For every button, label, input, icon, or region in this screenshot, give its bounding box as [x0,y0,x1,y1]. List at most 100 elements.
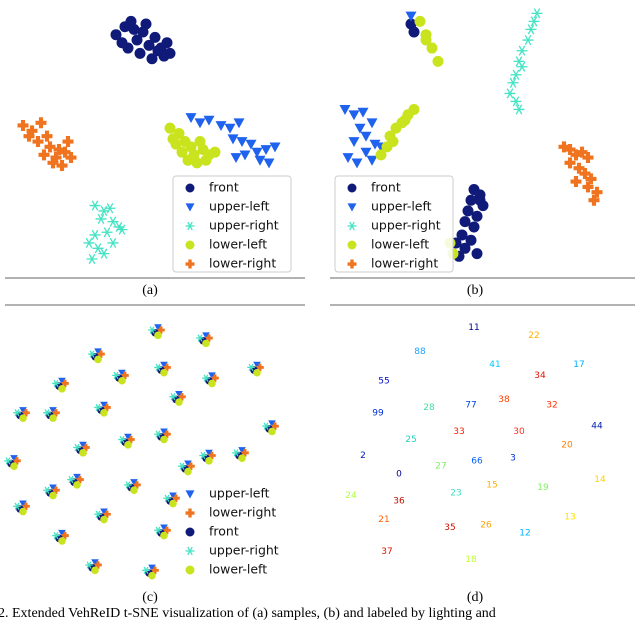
point [154,363,162,372]
point [49,414,57,422]
point [420,34,432,46]
point [107,237,119,249]
point [107,216,119,227]
legend-marker [185,203,195,212]
point [172,494,180,503]
point [342,153,354,164]
point [200,154,212,166]
legend-marker [185,508,195,518]
point [254,155,266,166]
point-label: 34 [534,371,546,381]
point [564,144,576,156]
point [169,499,177,508]
point [245,139,257,150]
point [582,181,594,193]
point [178,462,186,470]
point-label: 21 [378,515,389,525]
point [104,203,116,214]
point-label: 15 [486,480,497,490]
point-label: 33 [453,427,464,437]
point [256,363,264,372]
point [387,136,399,147]
point [52,531,60,540]
point [582,152,594,164]
point-label: 23 [450,488,461,498]
point [149,31,161,43]
point [522,34,534,46]
point [233,118,245,129]
point [504,88,516,99]
legend-box [172,175,292,273]
legend-label: upper-right [371,218,441,233]
point [510,96,522,107]
point [191,157,203,169]
point [202,339,210,348]
point [471,210,483,222]
point-label: 26 [480,520,492,530]
point [175,398,183,406]
point [465,194,477,206]
point [591,186,603,198]
point [169,393,177,401]
point-label: 24 [345,491,357,501]
point [468,221,480,233]
point [116,224,128,235]
point [61,531,69,540]
point [205,457,213,465]
point [23,130,35,142]
point [161,37,173,49]
point-label: 22 [528,331,539,341]
point [269,142,281,153]
legend-marker [347,183,357,193]
point [558,141,570,153]
point [121,371,129,380]
legend-label: lower-left [209,562,267,577]
panel-label: (c) [142,590,158,605]
point-label: 20 [561,440,573,450]
point [100,401,108,409]
point [53,144,65,156]
point [19,507,27,516]
point [570,176,582,188]
point-label: 41 [489,360,500,370]
point [357,107,369,118]
point [164,47,176,59]
point [22,502,30,511]
point [573,162,585,174]
point [73,443,81,452]
point [83,237,95,249]
point [232,449,240,457]
point-label: 30 [513,427,525,437]
legend-label: upper-right [209,218,279,233]
point [146,53,158,65]
point [510,69,522,80]
point [49,484,57,492]
point [130,479,138,487]
point-label: 27 [435,462,446,472]
point [239,150,251,161]
legend-marker [185,527,195,537]
point [525,24,537,35]
legend-label: lower-right [209,256,276,271]
panel-label: (a) [142,283,158,298]
point [148,571,156,580]
point [187,462,195,470]
point [169,492,177,500]
legend-marker [185,183,195,193]
point [199,451,207,460]
point [426,42,438,54]
legend-marker [185,240,195,250]
point [354,123,366,134]
legend-label: lower-left [371,237,429,252]
point [154,526,162,534]
point [224,123,236,134]
legend-marker [185,565,195,575]
point-label: 2 [360,451,366,461]
point [205,334,213,342]
point [103,403,111,412]
point [348,110,360,121]
point [118,369,126,377]
point [588,194,600,206]
point [130,486,138,495]
point [182,154,194,166]
